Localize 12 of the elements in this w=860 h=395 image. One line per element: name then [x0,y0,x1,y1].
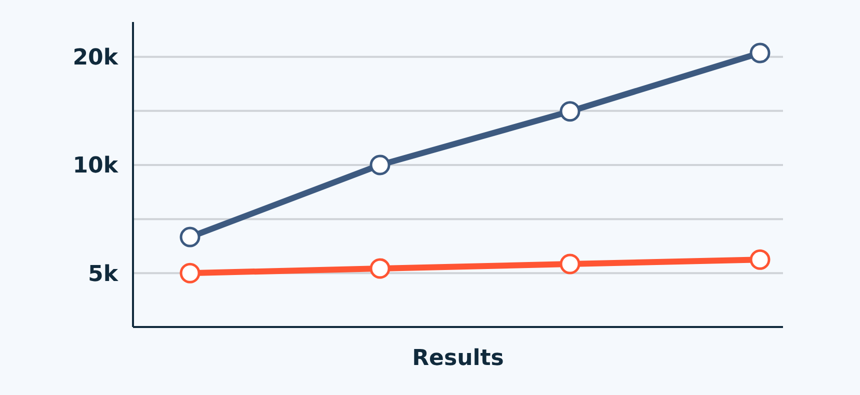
point [370,258,390,279]
y-tick-label: 20k [72,46,120,71]
point [560,101,580,122]
point [370,154,390,176]
point [180,226,200,248]
y-tick-label: 10k [72,154,120,179]
point [560,254,580,274]
x-axis-title: Results [412,346,504,371]
point [750,42,770,64]
point [180,262,200,284]
point [750,249,770,270]
y-tick-label: 5k [88,262,120,287]
